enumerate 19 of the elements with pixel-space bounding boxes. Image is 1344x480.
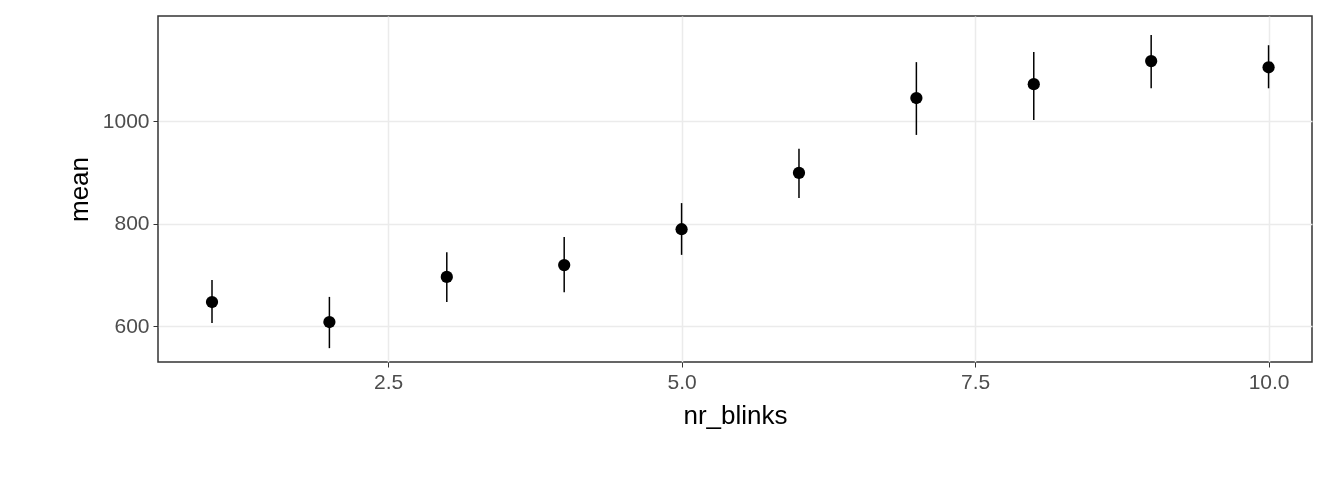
y-tick-label: 800 [114,211,150,235]
x-tick-label: 5.0 [667,369,697,393]
point [910,91,923,105]
y-tick-label: 1000 [102,108,150,132]
point [792,166,806,179]
x-tick-label: 10.0 [1248,369,1290,393]
point [323,315,336,329]
x-tick-label: 7.5 [960,369,991,393]
point [1262,61,1275,74]
point [440,270,453,284]
x-tick-label: 2.5 [373,369,404,393]
x-axis-title: nr_blinks [683,399,788,430]
point [1145,55,1158,68]
point [558,259,571,272]
point [205,295,219,309]
y-axis-title: mean [63,156,94,223]
point [1027,78,1040,91]
point [675,223,688,236]
y-tick-label: 600 [114,313,150,337]
